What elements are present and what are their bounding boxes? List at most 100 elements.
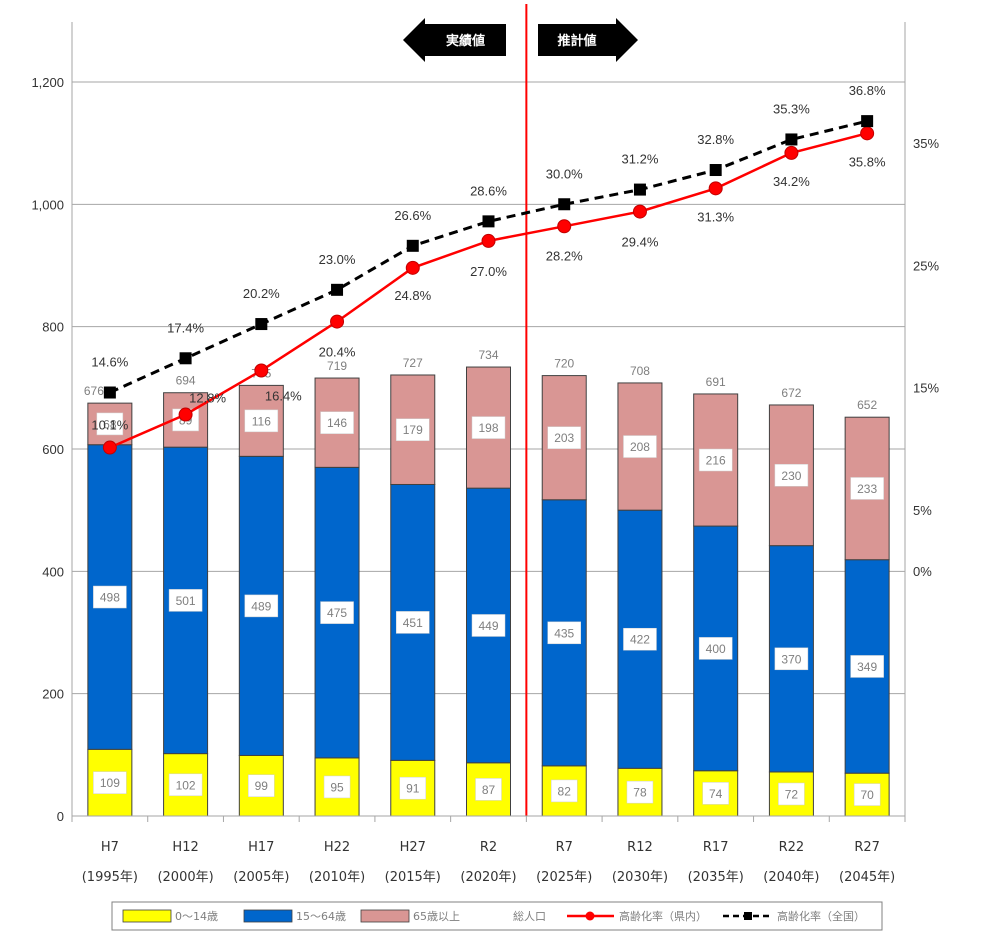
y-left-tick-label: 0 [57,809,64,824]
line-point-label: 14.6% [91,355,128,370]
y-right-tick-label: 25% [913,258,939,273]
legend-label: 高齢化率（県内） [619,909,707,923]
y-left-tick-label: 1,000 [31,197,64,212]
total-label: 727 [403,356,423,370]
segment-label-box [168,589,203,612]
line-point-label: 31.3% [697,209,734,224]
segment-label: 74 [709,787,723,801]
segment-label-box [93,771,127,794]
line-point [481,233,496,248]
segment-label: 109 [100,776,120,790]
line-point [405,260,420,275]
line-point-label: 30.0% [546,166,583,181]
period-arrows: 実績値 推計値 [403,18,638,62]
line-point [179,352,192,365]
line-point [558,198,571,211]
segment-label: 435 [554,626,574,640]
segment-label-box [248,774,275,797]
line-point-label: 28.6% [470,183,507,198]
segment-label: 501 [176,594,196,608]
x-tick-label: R17 [703,840,729,855]
line-point-label: 27.0% [470,264,507,279]
segment-label-box [853,783,881,806]
line-point-label: 28.2% [546,248,583,263]
projected-arrow-label: 推計値 [557,33,596,49]
segment-label-box [471,614,506,637]
total-label: 719 [327,359,347,373]
y-left-tick-label: 600 [42,442,64,457]
segment-label: 208 [630,440,650,454]
segment-label: 449 [478,619,498,633]
segment-label-box [623,435,657,458]
x-tick-label: R2 [480,840,497,855]
segment-label-box [96,412,124,436]
y-left-tick-label: 1,200 [31,75,64,90]
segment-label: 233 [857,482,877,496]
y-right-tick-label: 35% [913,136,939,151]
legend-swatch [122,909,172,923]
line-point [632,204,647,219]
line-point-label: 35.3% [773,101,810,116]
segment-label-box [323,775,351,799]
legend-label: 高齢化率（全国） [777,909,865,923]
total-label: 691 [706,375,726,389]
segment-label: 95 [330,780,344,794]
segment-label-box [850,655,884,678]
segment-label: 203 [554,431,574,445]
line-point [178,407,193,422]
segment-label: 87 [482,783,496,797]
x-tick-year-label: (2040年) [763,870,819,885]
line-point-label: 17.4% [167,320,204,335]
line-point-label: 29.4% [622,235,659,250]
x-tick-label: R22 [779,840,805,855]
x-tick-year-label: (2005年) [233,870,289,885]
line-point-label: 26.6% [394,208,431,223]
segment-label: 349 [857,660,877,674]
legend-swatch [243,909,293,923]
segment-label: 146 [327,416,347,430]
legend: 0～14歳 15～64歳 65歳以上 総人口 高齢化率（県内） 高齢化率（全国） [111,901,883,931]
segment-label-box [850,477,884,500]
segment-label: 179 [403,423,423,437]
legend-label: 総人口 [513,909,546,923]
segment-label: 70 [860,788,874,802]
line-point [784,145,799,160]
segment-label-box [475,778,502,801]
axes: 0 200 400 600 800 1,000 1,200 0% 5% 15% 25% 35% H7 (1… [31,22,939,885]
segment-label: 68 [103,417,117,431]
segment-label-box [396,418,430,441]
x-tick-year-label: (2030年) [612,870,668,885]
line-point-label: 31.2% [622,152,659,167]
x-tick-year-label: (2025年) [536,870,592,885]
x-tick-year-label: (2045年) [839,870,895,885]
x-tick-year-label: (2015年) [385,870,441,885]
line-point [482,215,495,228]
line-point [861,115,874,128]
segment-label: 370 [781,652,801,666]
line-point [331,283,344,296]
x-tick-label: H27 [400,840,426,855]
segment-label: 116 [252,414,271,428]
segment-labels: 1094986810250189994891169547514691451179… [93,408,884,806]
x-tick-label: R7 [556,840,573,855]
line-series-path [109,119,868,394]
segment-label-box [626,780,654,804]
segment-label-box [698,448,733,472]
y-right-tick-label: 5% [913,503,932,518]
line-point [708,181,723,196]
segment-label-box [471,416,506,439]
line-point-label: 35.8% [849,154,886,169]
x-tick-label: R27 [854,840,880,855]
actual-arrow-label: 実績値 [446,33,485,49]
x-tick-year-label: (2000年) [157,870,213,885]
legend-label: 65歳以上 [413,910,460,923]
legend-swatch [360,909,410,923]
line-point [255,318,268,331]
segment-label: 400 [706,642,726,656]
line-point [557,219,572,234]
y-left-tick-label: 400 [42,564,64,579]
line-point-label: 10.1% [91,418,128,433]
y-right-tick-label: 0% [913,564,932,579]
total-label: 708 [630,364,650,378]
segment-label: 102 [176,778,196,792]
